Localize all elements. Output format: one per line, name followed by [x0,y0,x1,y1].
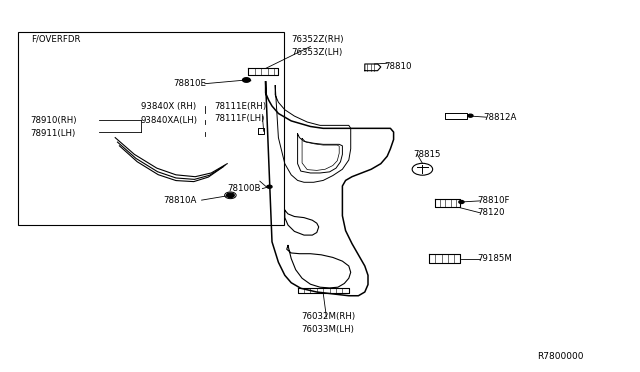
Circle shape [459,201,464,203]
Text: 78810E: 78810E [173,79,206,88]
Circle shape [267,185,272,188]
Text: F/OVERFDR: F/OVERFDR [31,35,80,44]
Circle shape [468,114,473,117]
Text: 93840XA(LH): 93840XA(LH) [141,116,198,125]
Text: 78111E(RH): 78111E(RH) [214,102,266,110]
Text: 78910(RH): 78910(RH) [31,116,77,125]
Text: 78911(LH): 78911(LH) [31,129,76,138]
Text: 78815: 78815 [413,150,440,159]
Text: 76353Z(LH): 76353Z(LH) [291,48,342,57]
Text: R7800000: R7800000 [538,352,584,361]
Text: 78810A: 78810A [163,196,196,205]
Circle shape [227,193,234,198]
Text: 78100B: 78100B [227,184,260,193]
Text: 76352Z(RH): 76352Z(RH) [291,35,344,44]
Text: 79185M: 79185M [477,254,511,263]
Text: 78111F(LH): 78111F(LH) [214,114,265,123]
Text: 76032M(RH): 76032M(RH) [301,312,355,321]
Text: 78812A: 78812A [483,113,516,122]
Text: 78120: 78120 [477,208,504,217]
Text: 93840X (RH): 93840X (RH) [141,102,196,110]
Bar [18,32,284,225]
Circle shape [243,78,250,82]
Text: 76033M(LH): 76033M(LH) [301,325,354,334]
Text: 78810: 78810 [384,62,412,71]
Text: 78810F: 78810F [477,196,509,205]
